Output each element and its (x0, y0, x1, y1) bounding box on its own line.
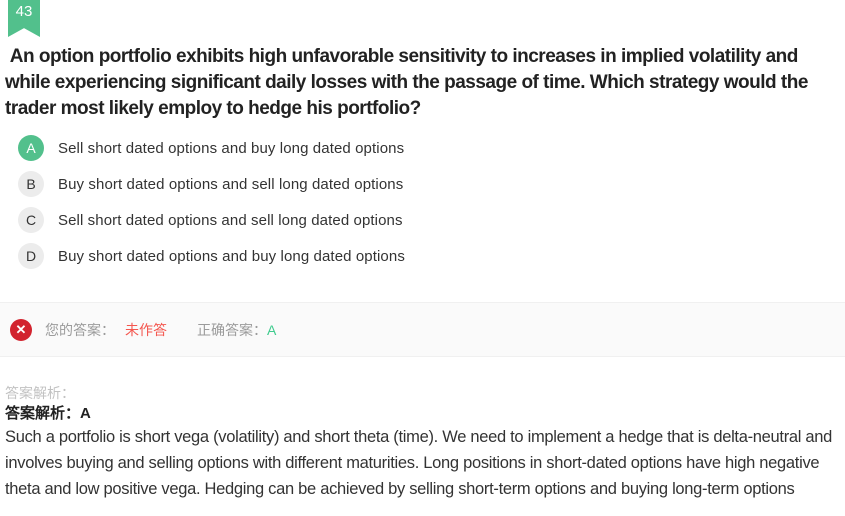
option-a-label[interactable]: Sell short dated options and buy long da… (58, 139, 405, 157)
x-circle-icon: ✕ (10, 318, 32, 341)
question-text: An option portfolio exhibits high unfavo… (5, 46, 813, 119)
option-d-letter-badge[interactable]: D (18, 243, 44, 269)
options-list: A Sell short dated options and buy long … (18, 135, 405, 279)
correct-answer-label: 正确答案： (197, 321, 267, 338)
correct-answer-value: A (267, 321, 277, 338)
option-b-letter-badge[interactable]: B (18, 171, 44, 197)
question-number: 43 (15, 3, 33, 20)
option-c-letter-badge[interactable]: C (18, 207, 44, 233)
option-b-label[interactable]: Buy short dated options and sell long da… (58, 175, 404, 193)
analysis-section-label: 答案解析： (5, 385, 75, 401)
question-number-badge: 43 (8, 0, 40, 37)
option-c[interactable]: C Sell short dated options and sell long… (18, 207, 405, 233)
your-answer-label: 您的答案： (45, 321, 115, 338)
option-b[interactable]: B Buy short dated options and sell long … (18, 171, 405, 197)
option-c-label[interactable]: Sell short dated options and sell long d… (58, 211, 403, 229)
option-a[interactable]: A Sell short dated options and buy long … (18, 135, 405, 161)
option-d[interactable]: D Buy short dated options and buy long d… (18, 243, 405, 269)
option-d-label[interactable]: Buy short dated options and buy long dat… (58, 247, 405, 265)
analysis-explanation: Such a portfolio is short vega (volatili… (5, 428, 833, 498)
your-answer-value: 未作答 (125, 321, 167, 338)
option-a-letter-badge[interactable]: A (18, 135, 44, 161)
result-status-bar: ✕ 您的答案： 未作答 正确答案： A (0, 302, 845, 357)
analysis-answer-line: 答案解析：A (5, 405, 91, 422)
